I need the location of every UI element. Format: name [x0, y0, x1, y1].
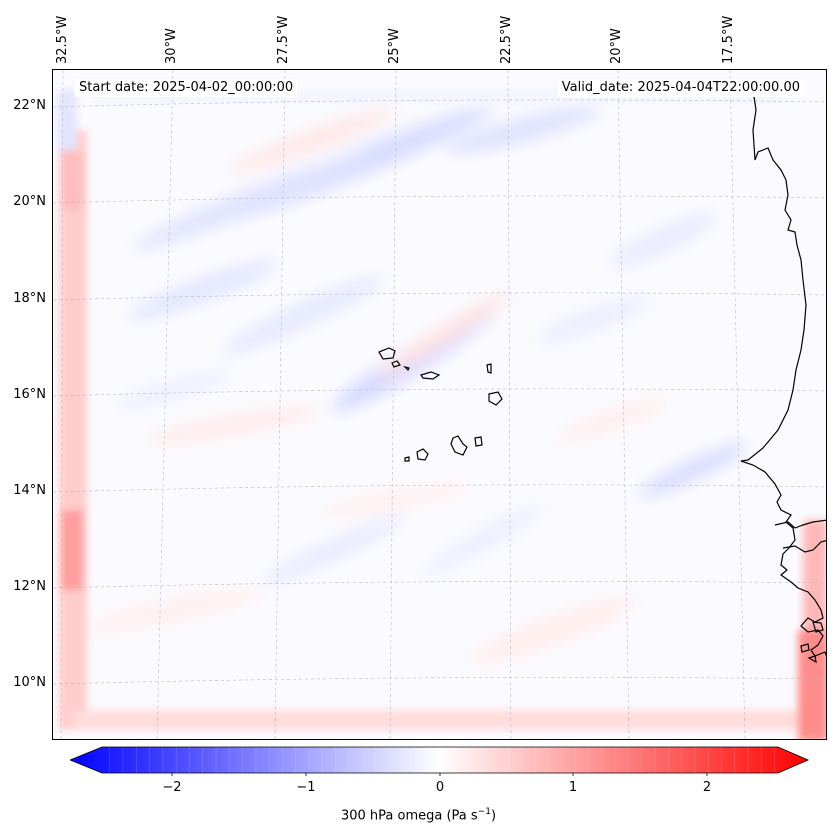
map-panel[interactable]: Start date: 2025-04-02_00:00:00 Valid_da…: [52, 69, 827, 740]
colorbar-title: 300 hPa omega (Pa s−1): [0, 807, 837, 823]
cape-verde-islands: [378, 347, 503, 462]
island-fogo: [416, 448, 429, 461]
island-sao-vicente: [391, 360, 401, 368]
graticule: [53, 70, 826, 739]
omega-field-blobs: [84, 106, 748, 664]
colorbar-title-unit-exponent: −1: [477, 807, 491, 817]
lon-label-20w: 20°W: [609, 28, 624, 64]
valid-date-label: Valid_date: 2025-04-04T22:00:00.00: [557, 79, 804, 97]
lon-label-32-5w: 32.5°W: [55, 15, 70, 64]
west-africa-coastline: [740, 89, 826, 664]
lon-label-25w: 25°W: [387, 28, 402, 64]
lon-label-27-5w: 27.5°W: [276, 15, 291, 64]
island-santiago: [450, 435, 468, 456]
lon-label-17-5w: 17.5°W: [721, 15, 736, 64]
island-boa-vista: [488, 391, 503, 406]
island-sao-nicolau: [420, 371, 441, 380]
colorbar-tick-minus1: −1: [296, 780, 316, 795]
island-sal: [486, 363, 492, 374]
island-santo-antao: [378, 347, 396, 360]
island-maio: [474, 436, 483, 447]
lat-label-20n: 20°N: [13, 194, 46, 209]
island-brava: [404, 456, 410, 462]
lat-label-14n: 14°N: [13, 483, 46, 498]
lat-label-10n: 10°N: [13, 675, 46, 690]
colorbar-tick-0: 0: [435, 780, 445, 795]
start-date-label: Start date: 2025-04-02_00:00:00: [75, 79, 298, 97]
lat-label-18n: 18°N: [13, 291, 46, 306]
island-santa-luzia: [403, 365, 410, 372]
colorbar-title-end: ): [490, 808, 497, 824]
omega-field-map: [53, 70, 826, 739]
colorbar-tick-1: 1: [568, 780, 578, 795]
lat-label-12n: 12°N: [13, 579, 46, 594]
colorbar-tick-minus2: −2: [162, 780, 182, 795]
colorbar-tick-marks: [171, 773, 708, 777]
lat-label-16n: 16°N: [13, 387, 46, 402]
lon-label-30w: 30°W: [164, 28, 179, 64]
colorbar: [68, 746, 810, 780]
colorbar-title-text: 300 hPa omega (Pa s: [340, 808, 478, 824]
colorbar-tick-2: 2: [702, 780, 712, 795]
lon-label-22-5w: 22.5°W: [499, 15, 514, 64]
colorbar-gradient: [68, 746, 810, 777]
boundary-zone: [57, 90, 826, 739]
lat-label-22n: 22°N: [13, 98, 46, 113]
field-background: [53, 70, 826, 739]
